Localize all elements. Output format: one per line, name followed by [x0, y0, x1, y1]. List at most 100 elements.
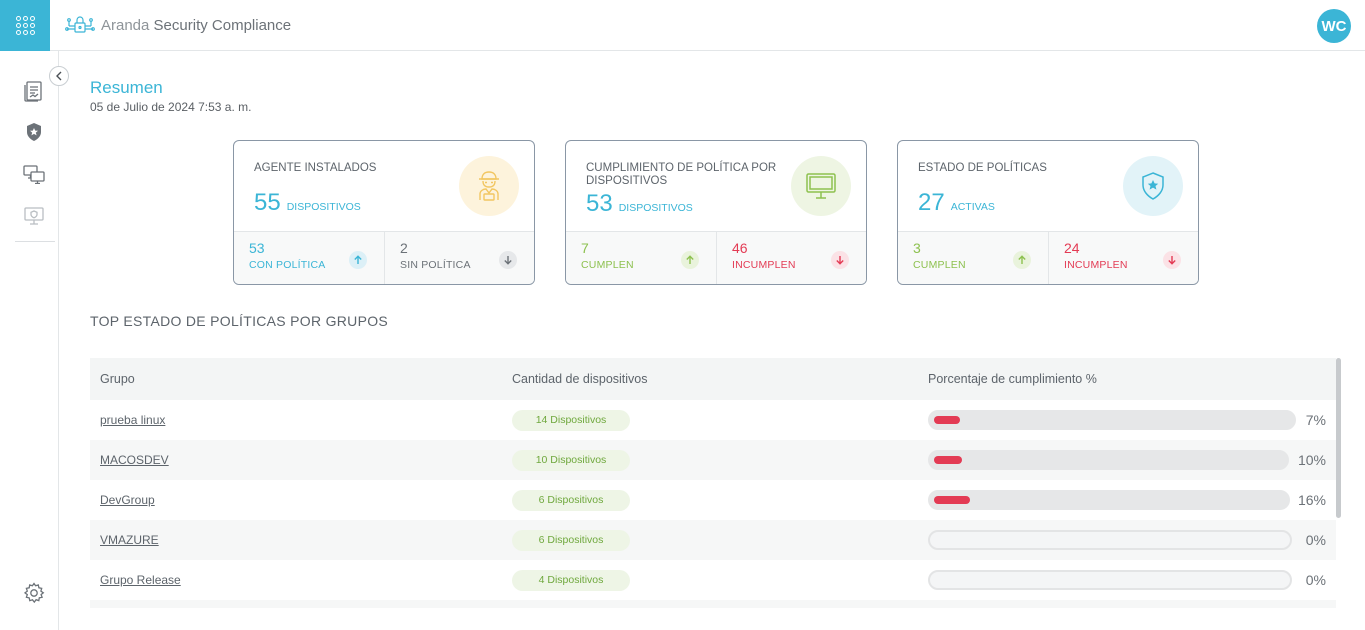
- without-policy-label: SIN POLÍTICA: [400, 259, 471, 271]
- arrow-up-icon: [681, 251, 699, 269]
- compliance-bar: [928, 530, 1292, 550]
- group-link[interactable]: MACOSDEV: [100, 453, 169, 467]
- monitor-icon: [806, 173, 836, 199]
- card-title: CUMPLIMIENTO DE POLÍTICA POR DISPOSITIVO…: [586, 162, 777, 187]
- brand-logo[interactable]: Aranda Security Compliance: [65, 15, 291, 35]
- arrow-down-icon: [831, 251, 849, 269]
- monitor-shield-icon: [24, 207, 44, 225]
- brand-name-bold: Security Compliance: [153, 16, 292, 34]
- page-title: Resumen: [90, 78, 163, 97]
- compliance-cell: 16%: [918, 490, 1336, 510]
- compliance-bar-fill: [934, 496, 970, 504]
- card-breakdown-compliant[interactable]: 7 CUMPLEN: [566, 232, 716, 284]
- table-row: VMAZURE 6 Dispositivos 0%: [90, 520, 1336, 560]
- noncompliant-count: 46: [732, 240, 748, 256]
- card-icon-circle: [791, 156, 851, 216]
- compliance-bar-fill: [934, 456, 963, 464]
- with-policy-label: CON POLÍTICA: [249, 259, 326, 271]
- card-policy-compliance-devices: CUMPLIMIENTO DE POLÍTICA POR DISPOSITIVO…: [565, 140, 867, 285]
- shield-star-icon: [1142, 172, 1164, 200]
- compliance-cell: 0%: [918, 530, 1336, 550]
- section-title: TOP ESTADO DE POLÍTICAS POR GRUPOS: [90, 313, 389, 329]
- card-breakdown-without-policy[interactable]: 2 SIN POLÍTICA: [384, 232, 534, 284]
- card-breakdown-noncompliant[interactable]: 24 INCUMPLEN: [1048, 232, 1198, 284]
- noncompliant-label: INCUMPLEN: [1064, 259, 1128, 271]
- device-count-badge: 6 Dispositivos: [512, 489, 630, 511]
- gear-icon: [23, 582, 45, 604]
- brand-name: Aranda Security Compliance: [101, 17, 291, 34]
- card-icon-circle: [1123, 156, 1183, 216]
- sidebar-divider: [15, 241, 55, 242]
- user-avatar[interactable]: WC: [1317, 9, 1351, 43]
- page-date: 05 de Julio de 2024 7:53 a. m.: [90, 100, 252, 114]
- card-main-number: 55: [254, 189, 281, 216]
- table-row: MACOSDEV 10 Dispositivos 10%: [90, 440, 1336, 480]
- group-link[interactable]: Grupo Release: [100, 573, 181, 587]
- brand-name-light: Aranda: [101, 16, 150, 34]
- card-policy-status: ESTADO DE POLÍTICAS 27 ACTIVAS 3 CUMPLEN…: [897, 140, 1199, 285]
- group-link[interactable]: DevGroup: [100, 493, 155, 507]
- sidebar-item-devices[interactable]: [22, 162, 46, 186]
- groups-table: Grupo Cantidad de dispositivos Porcentaj…: [90, 358, 1336, 608]
- group-link[interactable]: VMAZURE: [100, 533, 159, 547]
- chevron-left-icon: [56, 71, 62, 81]
- column-header-devices: Cantidad de dispositivos: [512, 372, 648, 386]
- lock-circuit-icon: [65, 16, 95, 33]
- compliant-label: CUMPLEN: [581, 259, 634, 271]
- device-count-badge: 14 Dispositivos: [512, 409, 630, 431]
- with-policy-count: 53: [249, 240, 265, 256]
- compliance-cell: 10%: [918, 450, 1336, 470]
- device-count-badge: 6 Dispositivos: [512, 529, 630, 551]
- compliance-bar: [928, 410, 1296, 430]
- agent-icon: [479, 171, 499, 201]
- table-row: DevGroup 6 Dispositivos 16%: [90, 480, 1336, 520]
- without-policy-count: 2: [400, 240, 408, 256]
- table-row: prueba linux 14 Dispositivos 7%: [90, 400, 1336, 440]
- card-title: AGENTE INSTALADOS: [254, 162, 377, 174]
- card-breakdown: 3 CUMPLEN 24 INCUMPLEN: [898, 231, 1198, 284]
- column-header-percent: Porcentaje de cumplimiento %: [928, 372, 1097, 386]
- sidebar-item-reports[interactable]: [22, 79, 46, 103]
- table-header: Grupo Cantidad de dispositivos Porcentaj…: [90, 358, 1336, 400]
- compliance-bar: [928, 490, 1290, 510]
- apps-menu-button[interactable]: [0, 0, 50, 51]
- card-title: ESTADO DE POLÍTICAS: [918, 162, 1047, 174]
- arrow-down-icon: [1163, 251, 1181, 269]
- device-count-badge: 4 Dispositivos: [512, 569, 630, 591]
- compliance-bar: [928, 570, 1292, 590]
- card-main-value: 27 ACTIVAS: [918, 189, 995, 217]
- top-bar: Aranda Security Compliance WC: [0, 0, 1365, 51]
- report-icon: [24, 81, 42, 102]
- card-main-value: 53 DISPOSITIVOS: [586, 190, 693, 218]
- sidebar-collapse-button[interactable]: [49, 66, 69, 86]
- card-breakdown-noncompliant[interactable]: 46 INCUMPLEN: [716, 232, 866, 284]
- group-link[interactable]: prueba linux: [100, 413, 166, 427]
- sidebar: [0, 51, 59, 630]
- compliance-percent: 0%: [1305, 532, 1326, 548]
- sidebar-item-settings[interactable]: [22, 581, 46, 605]
- sidebar-item-monitoring[interactable]: [22, 204, 46, 228]
- card-main-number: 53: [586, 190, 613, 217]
- card-main-unit: DISPOSITIVOS: [618, 202, 693, 214]
- compliant-count: 3: [913, 240, 921, 256]
- card-main-unit: ACTIVAS: [950, 201, 995, 213]
- compliance-cell: 7%: [918, 410, 1336, 430]
- compliance-bar: [928, 450, 1289, 470]
- compliant-count: 7: [581, 240, 589, 256]
- table-row: Grupo Release 4 Dispositivos 0%: [90, 560, 1336, 600]
- card-breakdown-with-policy[interactable]: 53 CON POLÍTICA: [234, 232, 384, 284]
- sidebar-item-policies[interactable]: [22, 120, 46, 144]
- table-scrollbar[interactable]: [1336, 358, 1341, 518]
- compliance-percent: 7%: [1305, 412, 1326, 428]
- card-breakdown-compliant[interactable]: 3 CUMPLEN: [898, 232, 1048, 284]
- compliant-label: CUMPLEN: [913, 259, 966, 271]
- compliance-percent: 10%: [1297, 452, 1326, 468]
- arrow-up-icon: [349, 251, 367, 269]
- arrow-up-icon: [1013, 251, 1031, 269]
- compliance-percent: 0%: [1305, 572, 1326, 588]
- apps-grid-icon: [15, 16, 35, 35]
- arrow-down-icon: [499, 251, 517, 269]
- card-breakdown: 53 CON POLÍTICA 2 SIN POLÍTICA: [234, 231, 534, 284]
- noncompliant-label: INCUMPLEN: [732, 259, 796, 271]
- devices-icon: [23, 165, 45, 184]
